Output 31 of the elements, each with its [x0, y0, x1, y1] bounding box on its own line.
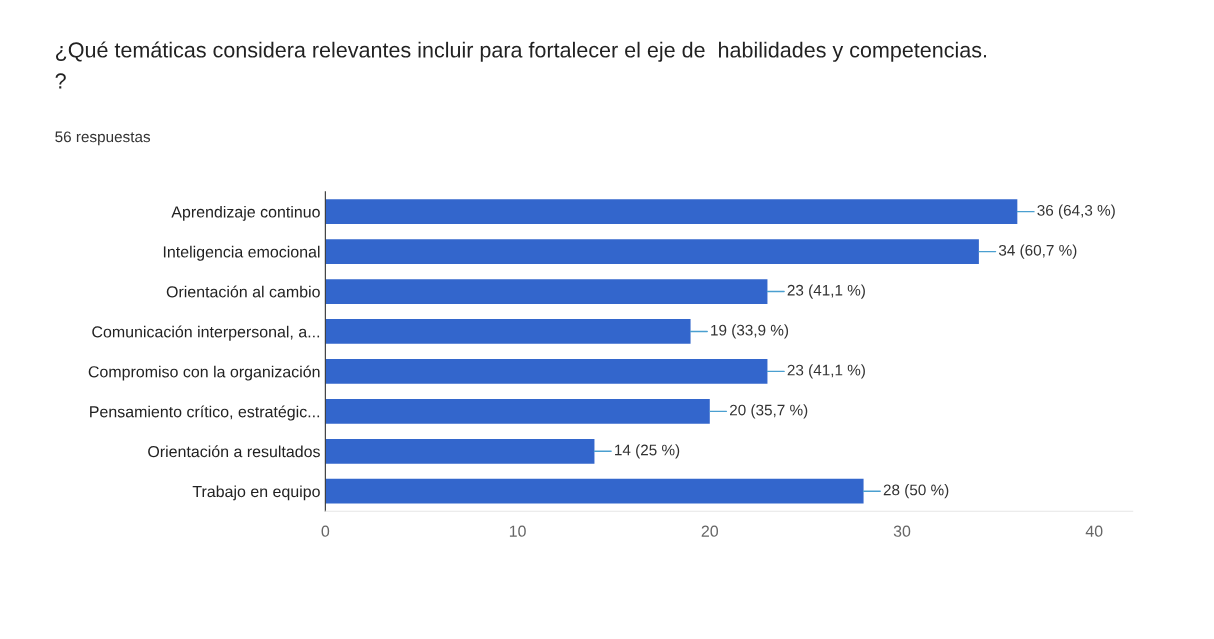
bar: [325, 239, 979, 264]
data-label: 36 (64,3 %): [1037, 204, 1115, 219]
bar: [325, 478, 864, 504]
data-label: 14 (25 %): [615, 444, 680, 459]
data-label: 23 (41,1 %): [787, 284, 865, 299]
x-tick-label: 10: [509, 525, 526, 537]
y-tick-label: Orientación a resultados: [148, 445, 320, 458]
y-tick-label: Trabajo en equipo: [192, 485, 320, 501]
bar: [325, 199, 1018, 225]
x-tick-label: 0: [321, 525, 330, 537]
x-tick-label: 20: [701, 525, 719, 537]
x-tick-label: 40: [1085, 525, 1103, 537]
bar: [325, 359, 768, 384]
bar: [325, 319, 691, 344]
bar: [325, 398, 710, 424]
y-tick-label: Orientación al cambio: [166, 285, 320, 298]
data-label: 23 (41,1 %): [787, 364, 865, 379]
y-tick-label: Inteligencia emocional: [163, 245, 320, 261]
data-label: 34 (60,7 %): [998, 244, 1077, 259]
y-tick-label: Comunicación interpersonal, a...: [92, 325, 320, 341]
x-tick-label: 30: [893, 525, 911, 537]
chart-title: ¿Qué temáticas considera relevantes incluir para fortalecer el eje de habilidades y competencias. ?: [55, 41, 987, 89]
y-tick-label: Pensamiento crítico, estratégic...: [90, 405, 320, 421]
y-tick-label: Compromiso con la organización: [88, 365, 320, 381]
data-label: 19 (33,9 %): [711, 324, 789, 339]
bar: [325, 438, 595, 464]
text: 56 respuestas: [55, 131, 151, 146]
y-tick-label: Aprendizaje continuo: [171, 205, 320, 221]
data-label: 28 (50 %): [883, 484, 949, 499]
data-label: 20 (35,7 %): [730, 404, 808, 419]
bar: [325, 279, 768, 304]
